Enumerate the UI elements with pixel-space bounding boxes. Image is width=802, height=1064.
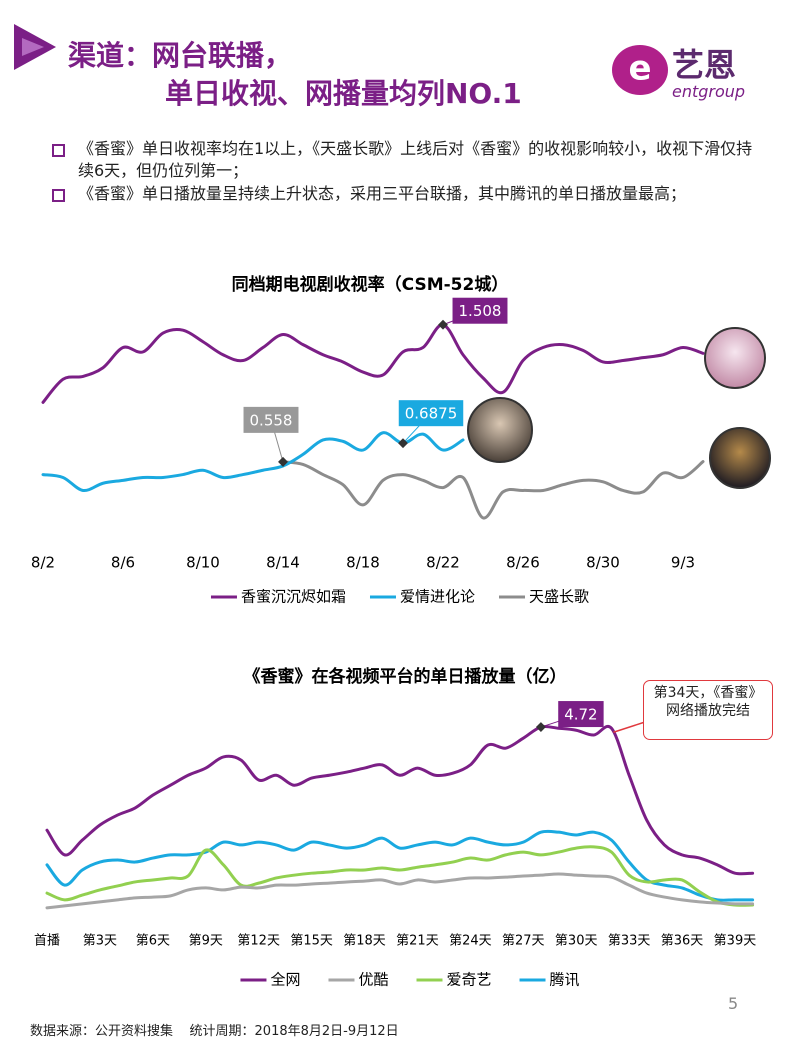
footer-source: 数据来源：公开资料搜集 统计周期：2018年8月2日-9月12日 <box>30 1024 399 1039</box>
x-tick-label: 第21天 <box>396 934 439 949</box>
thumbnail <box>704 327 766 389</box>
label-box <box>558 701 604 728</box>
x-tick-label: 第27天 <box>502 934 545 949</box>
series-line <box>45 829 755 902</box>
thumbnail <box>467 397 533 463</box>
logo-mark <box>612 45 668 95</box>
x-tick-label: 第3天 <box>83 934 117 949</box>
x-tick-label: 8/22 <box>426 554 460 572</box>
series-line <box>41 431 465 492</box>
logo-name: 艺恩 <box>672 46 737 84</box>
x-tick-label: 第39天 <box>714 934 757 949</box>
data-label: 4.72 <box>564 706 597 724</box>
title-line: 单日收视、网播量均列NO.1 <box>165 77 522 110</box>
legend-item: 全网 <box>240 971 300 989</box>
legend-item: 腾讯 <box>519 971 580 989</box>
page-number: 5 <box>728 994 739 1013</box>
data-label: 0.6875 <box>405 405 458 423</box>
point-marker <box>398 438 408 449</box>
series-line <box>41 323 705 404</box>
annotation-pointer <box>613 721 646 733</box>
x-tick-label: 8/30 <box>586 554 620 572</box>
point-marker <box>278 456 288 467</box>
x-tick-label: 8/14 <box>266 554 300 572</box>
x-tick-label: 第24天 <box>449 934 492 949</box>
legend-item: 天盛长歌 <box>499 588 589 606</box>
chart-title: 同档期电视剧收视率（CSM-52城） <box>232 274 509 295</box>
thumbnail <box>709 427 771 489</box>
legend-label: 爱情进化论 <box>400 588 475 606</box>
x-tick-label: 第6天 <box>136 934 170 949</box>
x-tick-label: 第9天 <box>189 934 223 949</box>
annotation: 第34天，《香蜜》网络播放完结 <box>643 680 773 740</box>
x-tick-label: 首播 <box>34 934 60 949</box>
bullet: 《香蜜》单日播放量呈持续上升状态，采用三平台联播，其中腾讯的单日播放量最高； <box>48 183 768 205</box>
series-line <box>281 460 705 520</box>
series-line <box>45 845 755 907</box>
x-tick-label: 8/2 <box>31 554 55 572</box>
point-marker <box>535 722 546 733</box>
legend-item: 爱情进化论 <box>369 588 475 606</box>
series-line <box>45 872 755 910</box>
data-label: 0.558 <box>250 411 293 429</box>
bullet-text: 《香蜜》单日播放量呈持续上升状态，采用三平台联播，其中腾讯的单日播放量最高； <box>78 184 687 203</box>
x-tick-label: 第33天 <box>608 934 651 949</box>
legend-item: 优酷 <box>328 971 389 989</box>
legend-label: 腾讯 <box>550 971 580 989</box>
x-tick-label: 第12天 <box>237 934 280 949</box>
data-label: 1.508 <box>459 302 502 320</box>
x-tick-label: 第15天 <box>290 934 333 949</box>
legend-label: 天盛长歌 <box>529 588 589 606</box>
x-tick-label: 8/6 <box>111 554 135 572</box>
title-line: 渠道：网台联播， <box>68 39 293 72</box>
chart-title: 《香蜜》在各视频平台的单日播放量（亿） <box>244 666 567 687</box>
legend-label: 香蜜沉沉烬如霜 <box>241 588 346 606</box>
legend-label: 爱奇艺 <box>447 971 492 989</box>
x-tick-label: 第36天 <box>661 934 704 949</box>
logo-sub: entgroup <box>672 82 746 101</box>
title-arrow-inner <box>22 38 44 56</box>
legend-item: 爱奇艺 <box>416 971 492 989</box>
x-tick-label: 8/26 <box>506 554 540 572</box>
bullet-text: 《香蜜》单日收视率均在1以上，《天盛长歌》上线后对《香蜜》的收视影响较小，收视下… <box>78 139 753 180</box>
label-box <box>398 400 464 427</box>
label-box <box>243 406 299 433</box>
logo-e: e <box>628 49 651 89</box>
series-line <box>45 724 755 876</box>
point-marker <box>438 319 448 330</box>
x-tick-label: 8/18 <box>346 554 380 572</box>
bullet: 《香蜜》单日收视率均在1以上，《天盛长歌》上线后对《香蜜》的收视影响较小，收视下… <box>48 138 768 182</box>
legend-label: 优酷 <box>358 971 388 989</box>
x-tick-label: 8/10 <box>186 554 220 572</box>
legend-label: 全网 <box>270 971 300 989</box>
x-tick-label: 第18天 <box>343 934 386 949</box>
legend-item: 香蜜沉沉烬如霜 <box>210 588 346 606</box>
x-tick-label: 9/3 <box>671 554 695 572</box>
label-box <box>452 297 508 324</box>
x-tick-label: 第30天 <box>555 934 598 949</box>
